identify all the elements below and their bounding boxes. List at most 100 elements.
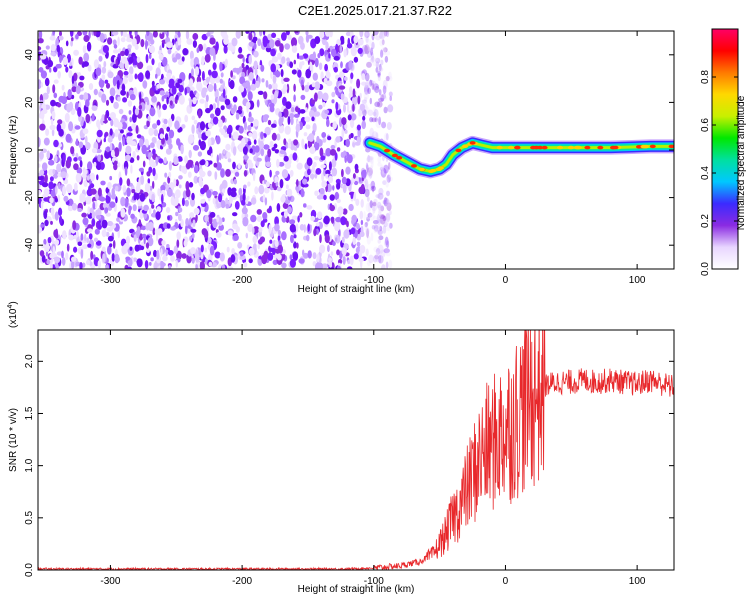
spectral-noise-cell [52, 31, 56, 36]
spectral-noise-cell [263, 91, 268, 100]
spectral-noise-cell [381, 39, 385, 46]
spectral-noise-cell [51, 110, 56, 120]
spectral-noise-cell [366, 164, 369, 173]
spectral-peak [469, 141, 476, 145]
spectral-noise-cell [191, 115, 196, 121]
spectral-noise-cell [329, 204, 336, 212]
spectral-noise-cell [243, 184, 247, 190]
spectral-noise-cell [377, 239, 381, 244]
spectral-noise-cell [167, 48, 172, 55]
spectral-noise-cell [254, 186, 259, 195]
spectral-noise-cell [45, 251, 49, 257]
spectral-noise-cell [376, 214, 380, 224]
spectral-noise-cell [247, 195, 250, 200]
spectral-noise-cell [166, 96, 169, 105]
spectral-noise-cell [329, 194, 335, 201]
spectral-noise-cell [38, 137, 41, 147]
spectral-noise-cell [48, 159, 55, 166]
spectral-noise-cell [143, 204, 150, 212]
spectral-noise-cell [357, 47, 363, 55]
spectral-noise-cell [293, 234, 297, 239]
spectral-noise-cell [369, 201, 375, 209]
spectral-noise-cell [272, 181, 275, 189]
spectral-noise-cell [95, 209, 99, 217]
spectral-noise-cell [127, 44, 132, 49]
spectral-noise-cell [47, 59, 54, 68]
spectral-noise-cell [360, 183, 365, 192]
spectral-noise-cell [151, 136, 157, 144]
spectral-noise-cell [248, 162, 254, 169]
spectral-noise-cell [168, 129, 175, 139]
spectral-noise-cell [343, 104, 346, 113]
spectral-noise-cell [212, 218, 218, 229]
spectral-noise-cell [101, 246, 106, 252]
spectral-noise-cell [293, 146, 298, 151]
spectral-noise-cell [134, 31, 138, 37]
spectral-noise-cell [216, 231, 222, 238]
spectral-noise-cell [156, 119, 161, 126]
spectral-noise-cell [260, 131, 264, 140]
spectral-noise-cell [364, 222, 368, 228]
spectral-noise-cell [386, 190, 390, 197]
spectral-noise-cell [336, 198, 341, 204]
spectral-noise-cell [122, 31, 128, 38]
spectral-noise-cell [371, 117, 377, 123]
spectral-noise-cell [371, 55, 375, 63]
spectral-noise-cell [41, 254, 46, 263]
spectral-noise-cell [220, 168, 225, 178]
spectral-noise-cell [361, 120, 367, 130]
spectral-noise-cell [345, 31, 351, 37]
spectral-noise-cell [140, 175, 145, 185]
spectral-noise-cell [94, 228, 100, 235]
spectral-noise-cell [375, 35, 381, 41]
spectral-noise-cell [322, 137, 327, 143]
spectral-noise-cell [117, 36, 120, 46]
spectral-noise-cell [65, 133, 72, 143]
spectral-noise-cell [136, 190, 140, 201]
spectral-noise-cell [338, 85, 346, 90]
spectral-noise-cell [377, 255, 384, 264]
snr-panel: -300 -200 -100 0 100 0.0 0.5 1.0 1.5 2.0 Height … [7, 301, 675, 595]
spectral-noise-cell [199, 160, 206, 166]
spectral-noise-cell [382, 85, 387, 94]
y-tick-label: -20 [24, 190, 35, 205]
spectral-noise-cell [74, 125, 81, 130]
x-tick-label: -300 [100, 275, 120, 286]
spectral-noise-cell [369, 58, 375, 63]
spectral-noise-cell [83, 52, 90, 63]
spectral-noise-cell [267, 119, 272, 126]
spectral-noise-cell [332, 185, 335, 191]
spectral-noise-cell [329, 262, 333, 268]
spectral-peak [384, 148, 390, 153]
snr-y-ticks: 0.0 0.5 1.0 1.5 2.0 [24, 354, 674, 577]
spectral-noise-cell [237, 242, 243, 249]
spectral-noise-cell [377, 101, 383, 108]
spectral-noise-cell [288, 138, 292, 143]
spectral-noise-cell [219, 97, 226, 102]
spectral-noise-cell [274, 90, 279, 99]
spectral-noise-cell [331, 91, 336, 98]
spectral-noise-cell [290, 234, 294, 244]
spectral-noise-cell [176, 250, 182, 260]
spectral-noise-cell [114, 129, 119, 138]
spectral-noise-cell [247, 125, 252, 131]
spectral-noise-cell [371, 225, 376, 230]
spectral-noise-cell [38, 46, 42, 51]
spectral-noise-cell [191, 192, 195, 201]
spectral-noise-cell [152, 31, 158, 38]
spectral-noise-cell [193, 207, 200, 215]
spectral-noise-cell [378, 63, 382, 72]
spectral-noise-cell [299, 61, 303, 70]
spectral-noise-cell [218, 224, 224, 231]
spectral-noise-cell [54, 239, 60, 246]
spectral-noise-cell [85, 113, 91, 124]
spectral-noise-cell [265, 80, 269, 88]
spectral-noise-cell [271, 32, 277, 38]
spectral-noise-cell [109, 243, 113, 248]
snr-y-multiplier-base: (x10 [8, 308, 19, 328]
spectral-noise-cell [78, 156, 82, 162]
spectral-noise-cell [206, 221, 210, 227]
spectral-noise-cell [220, 84, 223, 93]
spectral-noise-cell [171, 85, 177, 95]
spectral-noise-cell [306, 205, 313, 210]
